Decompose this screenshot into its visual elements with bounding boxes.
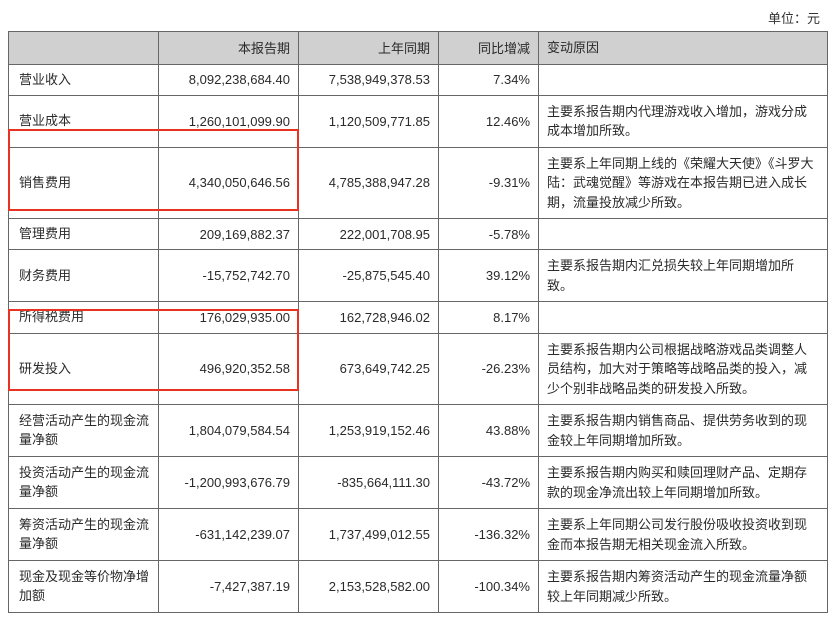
row-reason: 主要系报告期内公司根据战略游戏品类调整人员结构，加大对于策略等战略品类的投入，减… (539, 333, 828, 405)
row-label: 财务费用 (9, 250, 159, 302)
table-row: 管理费用209,169,882.37222,001,708.95-5.78% (9, 219, 828, 250)
row-current: -7,427,387.19 (159, 561, 299, 613)
header-change: 同比增减 (439, 32, 539, 65)
header-row: 本报告期 上年同期 同比增减 变动原因 (9, 32, 828, 65)
table-row: 营业成本1,260,101,099.901,120,509,771.8512.4… (9, 95, 828, 147)
row-change: 12.46% (439, 95, 539, 147)
row-current: -631,142,239.07 (159, 509, 299, 561)
header-reason: 变动原因 (539, 32, 828, 65)
row-reason (539, 64, 828, 95)
row-current: 1,260,101,099.90 (159, 95, 299, 147)
table-row: 投资活动产生的现金流量净额-1,200,993,676.79-835,664,1… (9, 457, 828, 509)
row-prior: 7,538,949,378.53 (299, 64, 439, 95)
row-change: 43.88% (439, 405, 539, 457)
row-current: 496,920,352.58 (159, 333, 299, 405)
row-change: 7.34% (439, 64, 539, 95)
table-body: 营业收入8,092,238,684.407,538,949,378.537.34… (9, 64, 828, 613)
unit-label: 单位：元 (8, 8, 828, 27)
row-current: -1,200,993,676.79 (159, 457, 299, 509)
row-current: 176,029,935.00 (159, 302, 299, 333)
table-row: 研发投入496,920,352.58673,649,742.25-26.23%主… (9, 333, 828, 405)
table-row: 筹资活动产生的现金流量净额-631,142,239.071,737,499,01… (9, 509, 828, 561)
table-row: 销售费用4,340,050,646.564,785,388,947.28-9.3… (9, 147, 828, 219)
row-reason (539, 219, 828, 250)
row-change: -9.31% (439, 147, 539, 219)
row-reason: 主要系报告期内汇兑损失较上年同期增加所致。 (539, 250, 828, 302)
financial-table: 本报告期 上年同期 同比增减 变动原因 营业收入8,092,238,684.40… (8, 31, 828, 613)
row-change: -43.72% (439, 457, 539, 509)
row-change: -136.32% (439, 509, 539, 561)
table-row: 经营活动产生的现金流量净额1,804,079,584.541,253,919,1… (9, 405, 828, 457)
row-prior: 162,728,946.02 (299, 302, 439, 333)
row-label: 所得税费用 (9, 302, 159, 333)
table-row: 所得税费用176,029,935.00162,728,946.028.17% (9, 302, 828, 333)
row-prior: 673,649,742.25 (299, 333, 439, 405)
row-reason: 主要系上年同期上线的《荣耀大天使》《斗罗大陆：武魂觉醒》等游戏在本报告期已进入成… (539, 147, 828, 219)
table-row: 财务费用-15,752,742.70-25,875,545.4039.12%主要… (9, 250, 828, 302)
row-label: 营业成本 (9, 95, 159, 147)
row-label: 营业收入 (9, 64, 159, 95)
row-label: 筹资活动产生的现金流量净额 (9, 509, 159, 561)
row-current: -15,752,742.70 (159, 250, 299, 302)
row-prior: 2,153,528,582.00 (299, 561, 439, 613)
row-reason: 主要系报告期内代理游戏收入增加，游戏分成成本增加所致。 (539, 95, 828, 147)
header-prior: 上年同期 (299, 32, 439, 65)
table-wrapper: 本报告期 上年同期 同比增减 变动原因 营业收入8,092,238,684.40… (8, 31, 828, 613)
row-reason: 主要系报告期内筹资活动产生的现金流量净额较上年同期减少所致。 (539, 561, 828, 613)
row-change: -100.34% (439, 561, 539, 613)
row-prior: 4,785,388,947.28 (299, 147, 439, 219)
row-label: 投资活动产生的现金流量净额 (9, 457, 159, 509)
row-change: -5.78% (439, 219, 539, 250)
row-prior: 1,120,509,771.85 (299, 95, 439, 147)
row-label: 现金及现金等价物净增加额 (9, 561, 159, 613)
row-current: 8,092,238,684.40 (159, 64, 299, 95)
row-current: 209,169,882.37 (159, 219, 299, 250)
table-row: 现金及现金等价物净增加额-7,427,387.192,153,528,582.0… (9, 561, 828, 613)
row-label: 管理费用 (9, 219, 159, 250)
row-current: 1,804,079,584.54 (159, 405, 299, 457)
row-label: 销售费用 (9, 147, 159, 219)
row-change: -26.23% (439, 333, 539, 405)
row-reason: 主要系报告期内购买和赎回理财产品、定期存款的现金净流出较上年同期增加所致。 (539, 457, 828, 509)
header-current: 本报告期 (159, 32, 299, 65)
row-prior: 1,737,499,012.55 (299, 509, 439, 561)
row-current: 4,340,050,646.56 (159, 147, 299, 219)
header-blank (9, 32, 159, 65)
row-prior: -25,875,545.40 (299, 250, 439, 302)
row-change: 8.17% (439, 302, 539, 333)
row-reason: 主要系报告期内销售商品、提供劳务收到的现金较上年同期增加所致。 (539, 405, 828, 457)
row-prior: -835,664,111.30 (299, 457, 439, 509)
row-label: 研发投入 (9, 333, 159, 405)
row-label: 经营活动产生的现金流量净额 (9, 405, 159, 457)
table-row: 营业收入8,092,238,684.407,538,949,378.537.34… (9, 64, 828, 95)
row-prior: 222,001,708.95 (299, 219, 439, 250)
row-reason (539, 302, 828, 333)
row-change: 39.12% (439, 250, 539, 302)
row-reason: 主要系上年同期公司发行股份吸收投资收到现金而本报告期无相关现金流入所致。 (539, 509, 828, 561)
row-prior: 1,253,919,152.46 (299, 405, 439, 457)
